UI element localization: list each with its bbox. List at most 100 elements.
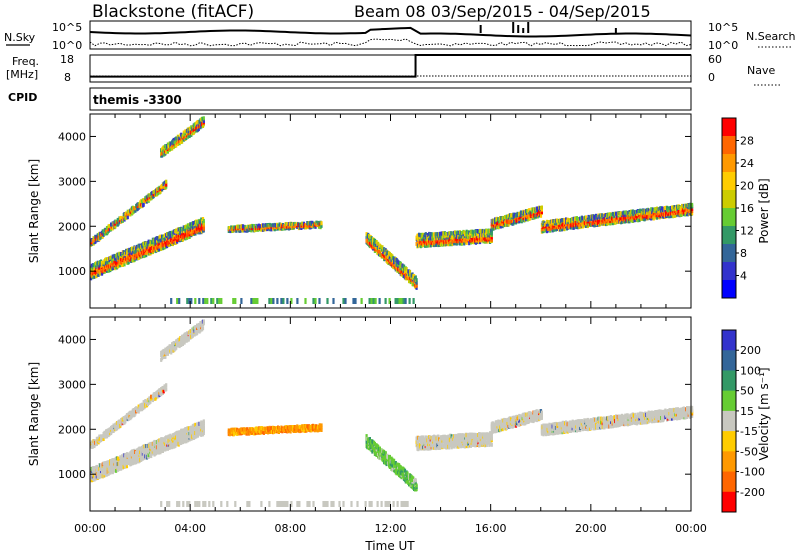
power-cell [100, 260, 104, 265]
power-cell [518, 219, 521, 224]
power-cell [540, 210, 543, 214]
power-cell [412, 282, 415, 287]
power-ground-cell [388, 298, 391, 304]
velocity-cell [161, 449, 164, 453]
power-cell [162, 184, 165, 189]
velocity-cell [165, 387, 168, 392]
power-cell [378, 250, 381, 255]
power-y-tick-label: 4000 [58, 130, 86, 143]
power-cell [408, 269, 412, 274]
power-cell [189, 222, 192, 227]
velocity-cell [95, 436, 98, 441]
velocity-cell [100, 470, 104, 475]
power-cell [145, 253, 148, 258]
power-cell [108, 260, 111, 265]
power-cell [96, 233, 99, 238]
velocity-cell [102, 437, 105, 441]
velocity-cell [181, 440, 184, 445]
velocity-cell [166, 446, 169, 451]
power-cell [685, 203, 688, 208]
power-cell [691, 207, 694, 211]
velocity-cell [414, 480, 417, 485]
velocity-cell [134, 411, 137, 416]
velocity-cell [190, 425, 193, 430]
power-ground-cell [378, 298, 381, 304]
cpid-panel: CPID themis -3300 [8, 87, 692, 111]
power-cell [686, 212, 689, 217]
power-cell [620, 219, 624, 224]
power-cell [117, 221, 120, 226]
power-cell [116, 217, 119, 222]
power-cell [252, 224, 255, 228]
beam-date-title: Beam 08 03/Sep/2015 - 04/Sep/2015 [354, 2, 651, 21]
power-cell [170, 238, 173, 242]
power-cell [546, 220, 549, 224]
velocity-cell [246, 427, 249, 432]
power-cell [111, 226, 114, 231]
power-cell [581, 220, 584, 225]
power-ground-cell [276, 298, 279, 304]
velocity-cell [163, 384, 166, 389]
power-cell [370, 236, 373, 241]
velocity-cell [161, 356, 164, 361]
power-cell [405, 267, 408, 272]
velocity-cell [377, 444, 380, 449]
power-cell [171, 242, 174, 247]
velocity-cell [135, 406, 138, 411]
velocity-cell [174, 443, 177, 448]
velocity-cell [384, 453, 387, 458]
velocity-cell [170, 346, 173, 351]
power-cell [434, 234, 437, 239]
power-cell [320, 221, 323, 226]
velocity-cell [232, 432, 235, 437]
power-ground-cell [296, 298, 299, 304]
velocity-cell [118, 419, 121, 424]
power-cell [550, 219, 553, 224]
power-ground-cell [326, 298, 329, 304]
power-cell [585, 224, 588, 228]
velocity-cell [202, 319, 205, 324]
velocity-cell [191, 433, 194, 438]
power-cell [563, 217, 566, 222]
nsky-label: N.Sky [4, 31, 36, 44]
power-cell [528, 208, 531, 213]
freq-panel: Freq. [MHz] 18 8 60 0 Nave [6, 53, 780, 86]
power-cell [647, 208, 650, 213]
power-cell [202, 221, 205, 226]
power-cell [472, 233, 475, 238]
velocity-cell [391, 467, 394, 472]
power-cell [266, 225, 269, 230]
power-cell [196, 123, 199, 127]
power-cell [468, 241, 471, 246]
velocity-cell [277, 426, 280, 430]
power-ground-cell [396, 298, 399, 304]
velocity-cell [406, 471, 409, 476]
power-ground-cell [270, 298, 273, 304]
velocity-cell [399, 465, 402, 470]
power-cell [453, 230, 457, 235]
power-cell [578, 225, 581, 230]
nave-tick-bottom: 0 [708, 71, 715, 84]
velocity-cell [162, 348, 165, 353]
power-cell [474, 240, 477, 245]
power-cell [415, 280, 418, 285]
velocity-cell [120, 420, 123, 425]
power-cell [320, 223, 323, 228]
power-ground-cell [190, 298, 193, 304]
power-ground-cell [256, 298, 259, 304]
power-ground-cell [412, 298, 415, 304]
nsearch-tick-bottom: 10^0 [708, 39, 738, 52]
velocity-cell [200, 323, 203, 328]
power-cell [165, 182, 168, 187]
velocity-cell [368, 437, 371, 441]
power-cell [413, 274, 416, 279]
nave-label: Nave [747, 64, 775, 77]
velocity-cell [232, 429, 235, 434]
power-cell [173, 233, 176, 238]
velocity-cell [202, 423, 205, 428]
power-ground-cell [312, 298, 315, 304]
velocity-cell [120, 466, 123, 471]
